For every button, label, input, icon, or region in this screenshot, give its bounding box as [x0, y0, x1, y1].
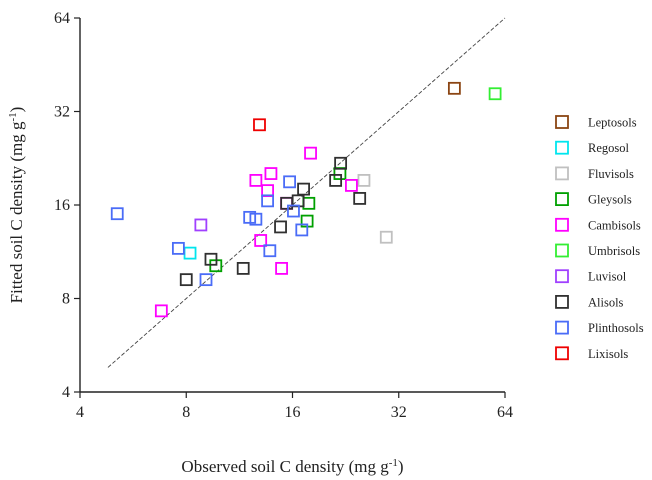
data-point: [295, 223, 309, 237]
legend-label: Fluvisols: [588, 167, 634, 181]
legend-swatch: [555, 166, 569, 181]
data-point: [333, 167, 347, 180]
legend-swatch: [555, 217, 569, 232]
data-point: [179, 273, 193, 287]
legend-swatch: [555, 269, 569, 284]
data-point: [264, 167, 278, 180]
data-point: [253, 118, 266, 132]
y-tick-label: 64: [54, 10, 70, 27]
data-point: [353, 192, 367, 205]
data-points: [110, 81, 502, 318]
legend-item: Regosol: [555, 140, 630, 155]
data-point: [304, 146, 317, 160]
data-point: [275, 261, 288, 275]
legend-label: Plinthosols: [588, 321, 644, 335]
tick-labels: 4 8 16 32 64 4 8 16 32 64: [54, 10, 513, 421]
legend-label: Lixisols: [588, 347, 628, 361]
data-point: [345, 179, 358, 192]
legend-item: Leptosols: [555, 115, 637, 130]
x-tick-label: 32: [391, 404, 407, 421]
data-point: [236, 261, 250, 275]
data-point: [249, 212, 263, 226]
data-point: [254, 234, 268, 247]
x-tick-label: 8: [182, 404, 190, 421]
reference-line-group: [107, 17, 506, 368]
data-point: [263, 244, 277, 258]
data-point: [334, 156, 348, 170]
y-tick-label: 16: [54, 197, 70, 214]
data-point: [287, 204, 300, 218]
legend-label: Regosol: [588, 141, 630, 155]
data-point: [110, 207, 124, 221]
legend-item: Gleysols: [555, 192, 632, 207]
legend-item: Lixisols: [555, 346, 628, 361]
data-point: [199, 273, 213, 287]
legend-label: Leptosols: [588, 116, 637, 130]
y-tick-label: 32: [54, 104, 70, 121]
legend-swatch: [555, 192, 569, 207]
legend-item: Umbrisols: [555, 243, 640, 258]
legend: Leptosols Regosol Fluvisols Gleysols Cambiso…: [555, 115, 644, 361]
data-point: [261, 194, 274, 208]
data-point: [283, 175, 296, 189]
legend-swatch: [555, 320, 569, 335]
legend-label: Cambisols: [588, 218, 641, 232]
legend-swatch: [555, 243, 569, 258]
legend-swatch: [555, 140, 569, 155]
data-point: [488, 87, 502, 101]
data-point: [447, 81, 461, 95]
x-tick-label: 64: [497, 404, 513, 421]
y-tick-label: 8: [62, 291, 70, 308]
legend-item: Cambisols: [555, 217, 641, 232]
legend-label: Gleysols: [588, 193, 632, 207]
legend-swatch: [555, 294, 569, 309]
y-axis-label: Fitted soil C density (mg g-1): [7, 107, 26, 304]
legend-item: Fluvisols: [555, 166, 634, 181]
axis-labels: Observed soil C density (mg g-1) Fitted s…: [7, 107, 404, 476]
legend-label: Luvisol: [588, 270, 627, 284]
data-point: [379, 230, 393, 244]
legend-item: Plinthosols: [555, 320, 644, 335]
x-tick-label: 4: [76, 404, 84, 421]
y-tick-label: 4: [62, 384, 70, 401]
data-point: [274, 220, 287, 234]
legend-item: Luvisol: [555, 269, 627, 284]
legend-swatch: [555, 115, 569, 129]
data-point: [357, 174, 371, 187]
one-to-one-line: [107, 17, 506, 368]
data-point: [154, 304, 168, 318]
x-axis-label: Observed soil C density (mg g-1): [181, 457, 403, 476]
data-point: [297, 182, 310, 196]
data-point: [204, 252, 218, 266]
data-point: [249, 174, 263, 187]
x-tick-label: 16: [285, 404, 301, 421]
legend-label: Alisols: [588, 295, 624, 309]
legend-label: Umbrisols: [588, 244, 640, 258]
data-point: [183, 246, 197, 260]
data-point: [171, 241, 185, 255]
data-point: [329, 174, 343, 187]
data-point: [302, 196, 316, 210]
data-point: [194, 218, 208, 232]
legend-swatch: [555, 346, 569, 361]
legend-item: Alisols: [555, 294, 624, 309]
